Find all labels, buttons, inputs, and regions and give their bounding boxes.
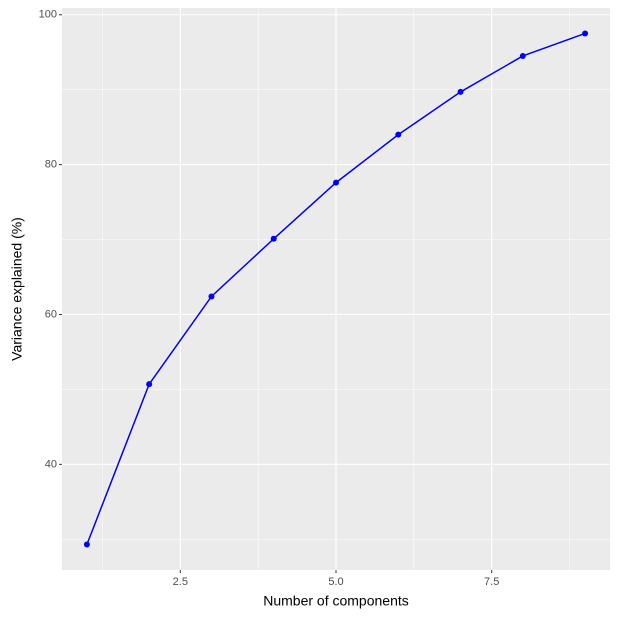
y-tick-label: 40 [45, 458, 57, 470]
x-tick-label: 2.5 [173, 576, 188, 588]
x-tick-label: 5.0 [328, 576, 343, 588]
point [457, 88, 464, 95]
point [333, 179, 339, 186]
point [146, 381, 153, 388]
point [395, 131, 402, 138]
point [270, 235, 277, 242]
point [582, 30, 589, 37]
point [208, 293, 215, 300]
x-tick-label: 7.5 [484, 576, 499, 588]
x-axis-title: Number of components [263, 593, 409, 609]
point [519, 52, 526, 59]
y-tick-label: 100 [39, 9, 57, 21]
y-tick-label: 80 [45, 159, 57, 171]
point [83, 541, 90, 548]
y-axis-title: Variance explained (%) [9, 217, 25, 361]
y-tick-label: 60 [45, 308, 57, 320]
